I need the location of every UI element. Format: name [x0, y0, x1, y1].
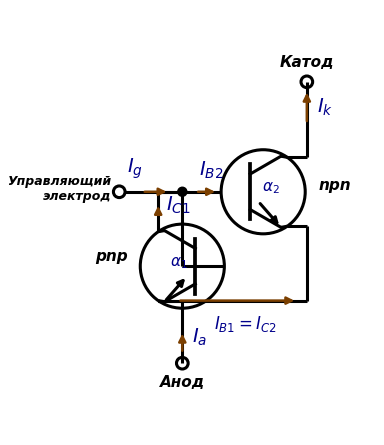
Text: $\alpha_1$: $\alpha_1$	[170, 255, 188, 271]
Text: npn: npn	[318, 178, 351, 193]
Text: Катод: Катод	[280, 56, 334, 70]
Text: Анод: Анод	[160, 375, 205, 389]
Circle shape	[178, 187, 187, 196]
Text: $I_k$: $I_k$	[316, 97, 333, 118]
Text: $I_g$: $I_g$	[127, 157, 142, 182]
Text: $I_{B2}$: $I_{B2}$	[199, 160, 223, 182]
Text: $I_{B1} = I_{C2}$: $I_{B1} = I_{C2}$	[214, 314, 277, 334]
Text: pnp: pnp	[95, 249, 127, 264]
Text: $I_{C1}$: $I_{C1}$	[166, 194, 191, 216]
Text: $\alpha_2$: $\alpha_2$	[262, 181, 280, 196]
Text: $I_a$: $I_a$	[192, 327, 207, 348]
Text: Управляющий
электрод: Управляющий электрод	[7, 174, 111, 202]
